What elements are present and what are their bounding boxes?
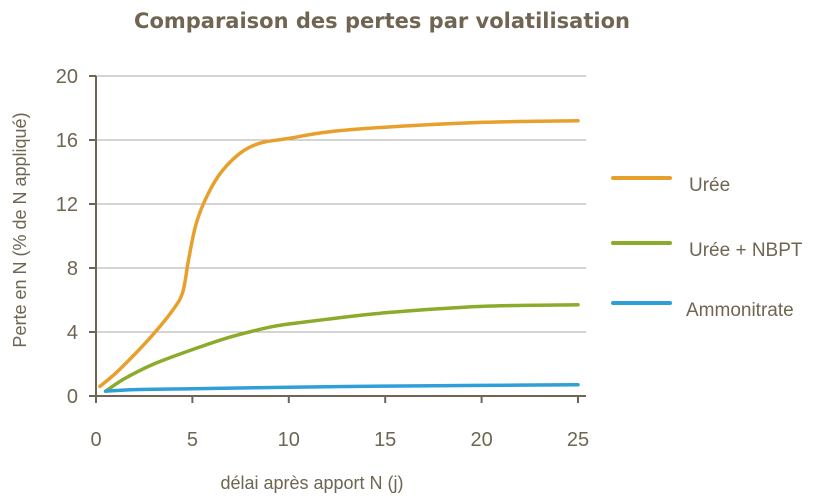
y-tick-label: 16 [56, 130, 78, 152]
y-ticks: 0 4 8 12 16 20 [56, 66, 96, 408]
x-tick-label: 0 [90, 429, 101, 451]
chart-title: Comparaison des pertes par volatilisatio… [134, 9, 630, 33]
legend-label-0: Urée [689, 175, 730, 196]
series-lines [98, 119, 580, 393]
y-tick-label: 8 [67, 258, 78, 280]
axes [95, 76, 586, 397]
grid-lines [96, 75, 586, 333]
x-tick-label: 5 [187, 429, 198, 451]
x-ticks: 0 5 10 15 20 25 [90, 396, 589, 451]
x-tick-label: 25 [567, 429, 589, 451]
legend-label-2: Ammonitrate [686, 300, 794, 321]
y-tick-label: 12 [56, 194, 78, 216]
y-tick-label: 0 [67, 386, 78, 408]
legend: Urée Urée + NBPT Ammonitrate [611, 175, 803, 321]
x-tick-label: 10 [278, 429, 300, 451]
y-axis-label: Perte en N (% de N appliqué) [10, 112, 30, 347]
x-tick-label: 20 [470, 429, 492, 451]
series-line-0 [98, 119, 580, 389]
y-tick-label: 20 [56, 66, 78, 88]
y-tick-label: 4 [67, 322, 78, 344]
series-line-2 [103, 383, 580, 393]
legend-label-1: Urée + NBPT [689, 240, 803, 261]
series-line-1 [103, 303, 580, 393]
x-tick-label: 15 [374, 429, 396, 451]
x-axis-label: délai après apport N (j) [220, 473, 403, 493]
